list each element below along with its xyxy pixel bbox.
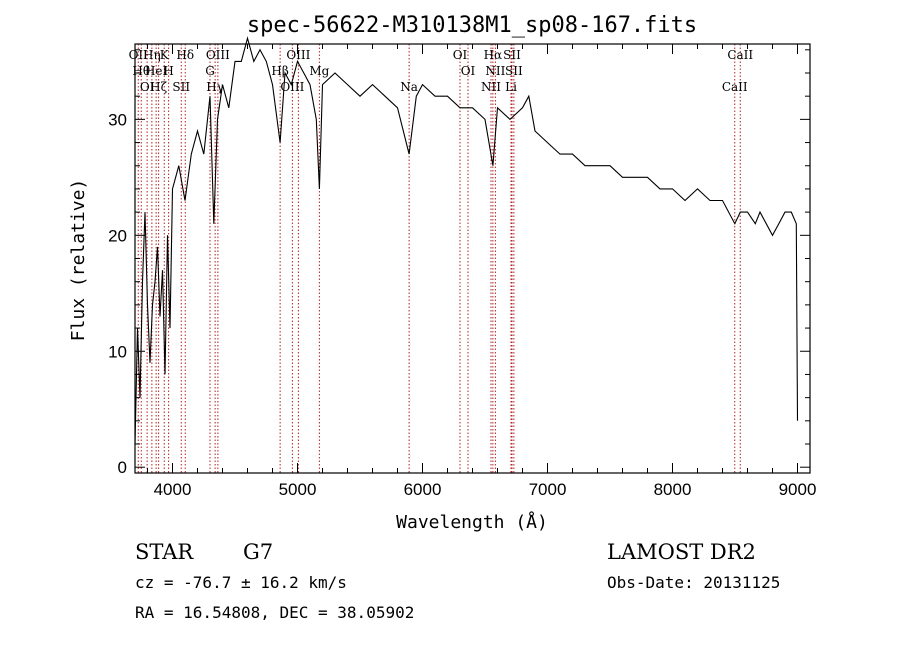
line-marker-label: Hδ <box>176 48 194 62</box>
line-marker-label: OIII <box>206 48 230 62</box>
line-marker-label: K <box>160 48 170 62</box>
object-class: STAR <box>135 540 194 564</box>
y-tick-label: 20 <box>108 226 127 245</box>
line-marker-label: NII <box>481 80 501 94</box>
line-marker-label: Li <box>505 80 517 94</box>
line-marker-label: OI <box>453 48 468 62</box>
x-tick-label: 6000 <box>404 480 442 499</box>
spectrum-line <box>134 36 799 445</box>
line-marker-label: OIII <box>286 48 310 62</box>
x-axis-label: Wavelength (Å) <box>396 511 548 533</box>
redshift-velocity: cz = -76.7 ± 16.2 km/s <box>135 573 347 592</box>
chart-title: spec-56622-M310138M1_sp08-167.fits <box>247 13 697 38</box>
line-marker-label: NII <box>485 64 505 78</box>
line-marker-label: SII <box>505 64 523 78</box>
y-tick-label: 30 <box>108 110 127 129</box>
line-marker-label: Na <box>400 80 418 94</box>
line-marker-label: SII <box>172 80 190 94</box>
y-tick-label: 0 <box>118 458 127 477</box>
line-marker-label: G <box>205 64 215 78</box>
ra-dec-coordinates: RA = 16.54808, DEC = 38.05902 <box>135 603 414 622</box>
line-marker-label: Hζ <box>150 80 167 94</box>
line-marker-label: Hη <box>143 48 161 62</box>
x-tick-label: 9000 <box>779 480 817 499</box>
line-marker-label: HeI <box>145 64 168 78</box>
object-subclass: G7 <box>243 540 273 564</box>
line-marker-label: Hα <box>484 48 503 62</box>
line-marker-label: OIII <box>280 80 304 94</box>
x-tick-label: 5000 <box>279 480 317 499</box>
line-marker-label: Hγ <box>206 80 224 94</box>
x-axis-ticks: 4000 5000 6000 7000 8000 9000 <box>147 44 817 499</box>
line-markers <box>137 44 741 473</box>
y-axis-label: Flux (relative) <box>68 179 89 342</box>
x-tick-label: 8000 <box>654 480 692 499</box>
line-marker-label: OII <box>129 48 149 62</box>
line-marker-label: OI <box>140 80 155 94</box>
x-tick-label: 7000 <box>529 480 567 499</box>
line-marker-label: Hθ <box>132 64 150 78</box>
observation-date: Obs-Date: 20131125 <box>607 573 780 592</box>
line-marker-label: SII <box>503 48 521 62</box>
line-marker-label: OI <box>461 64 476 78</box>
x-tick-label: 4000 <box>154 480 192 499</box>
survey-name: LAMOST DR2 <box>607 540 756 564</box>
line-marker-label: CaII <box>727 48 753 62</box>
line-marker-label: CaII <box>722 80 748 94</box>
y-tick-label: 10 <box>108 342 127 361</box>
line-marker-label: Mg <box>309 64 329 78</box>
line-marker-label: H <box>163 64 173 78</box>
y-axis-ticks: 0 10 20 30 <box>108 49 810 477</box>
line-marker-labels: OIIHθOIHηHeIHζKHSIIHδGHγOIIIHβOIIIOIIIMg… <box>129 48 754 94</box>
